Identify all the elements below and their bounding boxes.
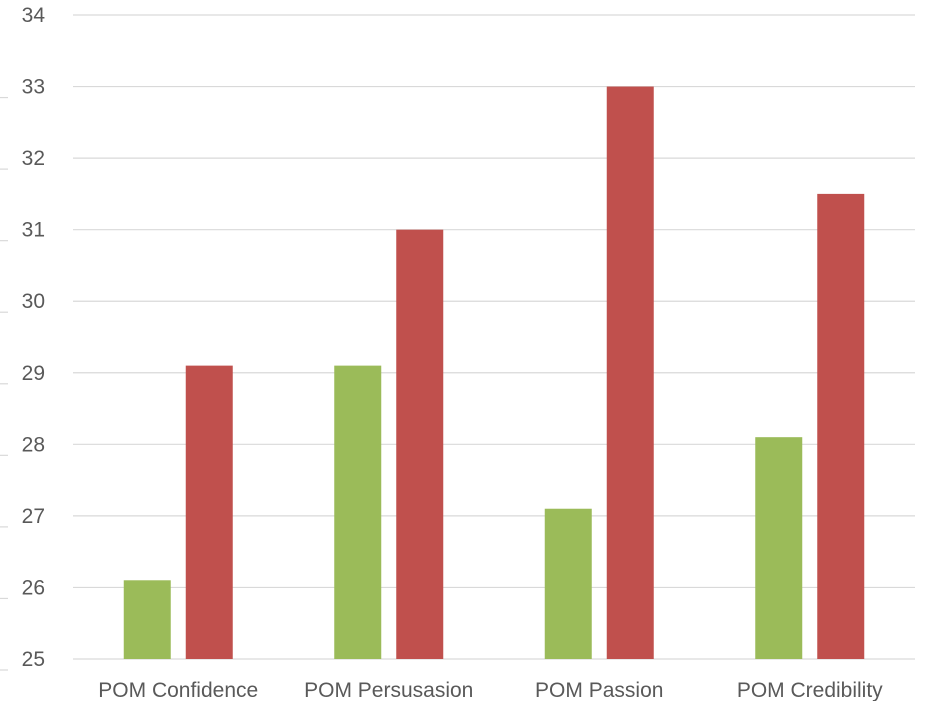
x-category-label: POM Credibility	[737, 679, 883, 701]
bar-red-3	[817, 193, 865, 659]
y-tick-label: 32	[22, 147, 45, 170]
bar-green-2	[544, 508, 592, 659]
x-category-label: POM Confidence	[98, 679, 258, 701]
x-category-label: POM Persusasion	[304, 679, 473, 701]
x-category-label: POM Passion	[535, 679, 663, 701]
bar-green-1	[334, 365, 382, 659]
bar-red-0	[185, 365, 233, 659]
y-tick-label: 27	[22, 505, 45, 528]
y-tick-label: 29	[22, 362, 45, 385]
y-axis-ticks: 25 26 27 28 29 30 31 32 33 34	[0, 4, 45, 671]
y-tick-label: 31	[22, 219, 45, 242]
bar-red-2	[606, 86, 654, 660]
y-tick-label: 25	[22, 648, 45, 671]
bars	[123, 86, 865, 660]
bar-red-1	[396, 229, 444, 659]
y-tick-label: 28	[22, 433, 45, 456]
bar-green-0	[123, 580, 171, 659]
bar-green-3	[755, 437, 803, 659]
y-tick-label: 30	[22, 290, 45, 313]
y-tick-label: 33	[22, 76, 45, 99]
x-axis-labels: POM Confidence POM Persusasion POM Passion…	[98, 679, 883, 702]
y-tick-label: 34	[22, 4, 46, 27]
y-tick-label: 26	[22, 576, 45, 599]
